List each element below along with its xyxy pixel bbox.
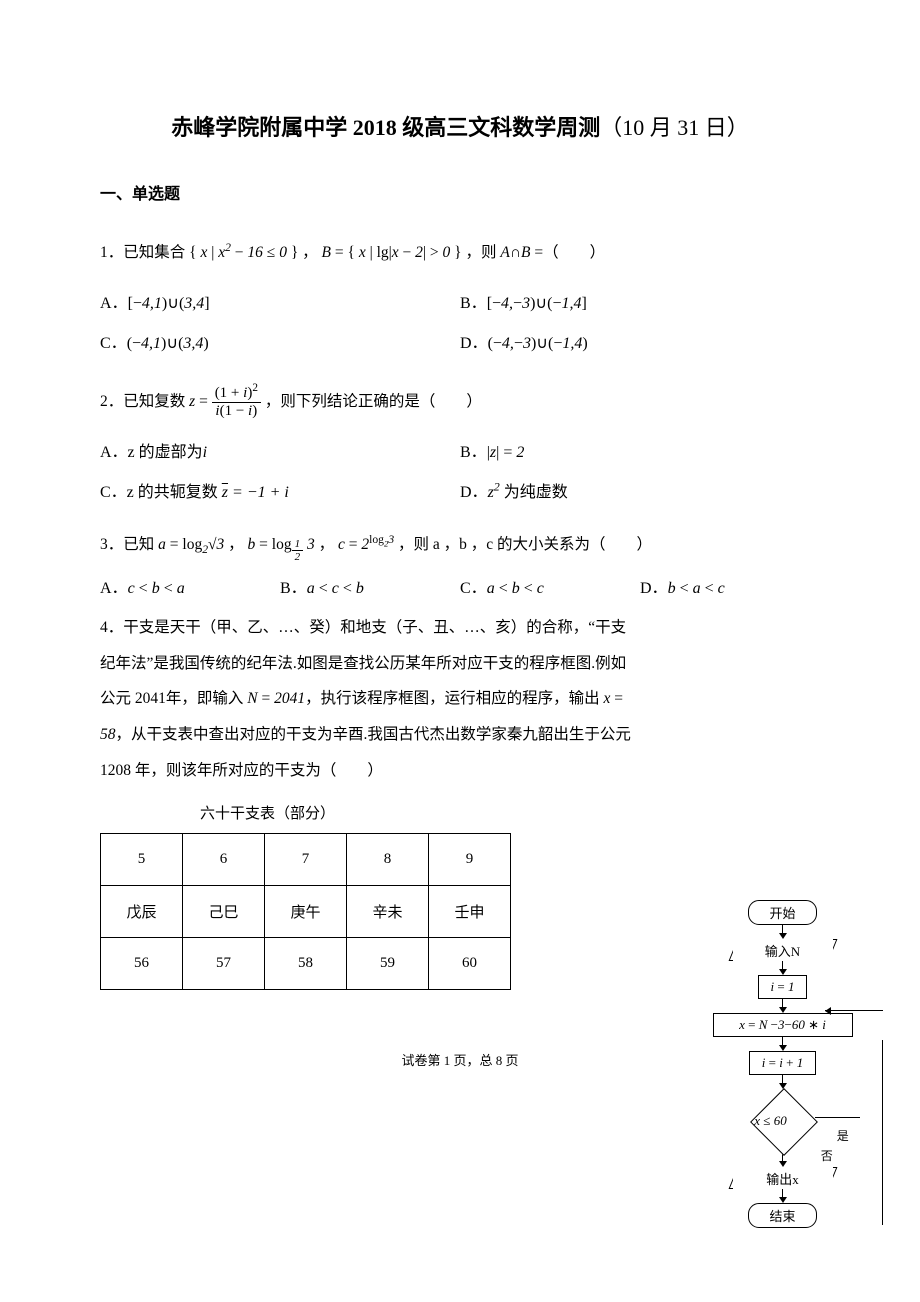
section-heading: 一、单选题 — [100, 180, 820, 204]
q3b-den: 2 — [292, 551, 304, 564]
q1-options: A．[−4,1)∪(3,4] B．[−4,−3)∪(−1,4] C．(−4,1)… — [100, 281, 820, 361]
cell: 59 — [347, 938, 429, 990]
fc-start: 开始 — [748, 900, 816, 925]
fc-edge — [782, 1189, 783, 1197]
q1-setB: B = { x | lg|x − 2| > 0 } — [322, 244, 462, 261]
fc-edge — [782, 1075, 783, 1083]
q2-optD: D．z2 为纯虚数 — [460, 470, 820, 510]
q2-frac-num: (1 + i)2 — [212, 385, 261, 403]
fc-cond: x ≤ 60 否 是 — [751, 1089, 815, 1153]
q2-optB: B．|z| = 2 — [460, 430, 820, 470]
table-caption: 六十干支表（部分） — [200, 802, 820, 823]
cell: 己巳 — [183, 886, 265, 938]
q2-frac-den: i(1 − i) — [212, 403, 261, 420]
q3-pre: 3．已知 — [100, 536, 158, 553]
fc-edge — [782, 925, 783, 933]
fc-calc-text: x = N −3−60 ∗ i — [739, 1017, 826, 1032]
q1-optD: D．(−4,−3)∪(−1,4) — [460, 321, 820, 361]
cell: 8 — [347, 834, 429, 886]
cell: 7 — [265, 834, 347, 886]
q1-pre: 1．已知集合 — [100, 244, 189, 261]
fc-cond-text: x ≤ 60 — [754, 1113, 786, 1129]
cell: 60 — [429, 938, 511, 990]
cell: 壬申 — [429, 886, 511, 938]
q2-z: z = — [189, 393, 212, 410]
cell: 58 — [265, 938, 347, 990]
fc-edge — [782, 999, 783, 1007]
cell: 9 — [429, 834, 511, 886]
q3-optB: B．a < c < b — [280, 574, 460, 598]
fc-input: 输入N — [733, 939, 833, 961]
q1-post: ，则 A∩B =（ ） — [465, 244, 605, 261]
cell: 辛未 — [347, 886, 429, 938]
cell: 6 — [183, 834, 265, 886]
title-date: （10 月 31 日） — [600, 115, 749, 140]
q2-optA: A．z 的虚部为i — [100, 430, 460, 470]
q3-options: A．c < b < a B．a < c < b C．a < b < c D．b … — [100, 574, 820, 598]
q2C-pre: C．z 的共轭复数 — [100, 484, 222, 501]
fc-calc: x = N −3−60 ∗ i — [713, 1013, 853, 1037]
fc-inc: i = i + 1 — [749, 1051, 816, 1075]
q3-a: a = log2√3 — [158, 536, 224, 553]
table-row: 戊辰 己巳 庚午 辛未 壬申 — [101, 886, 511, 938]
ganzhi-table: 5 6 7 8 9 戊辰 己巳 庚午 辛未 壬申 56 57 58 59 60 — [100, 833, 511, 990]
question-3: 3．已知 a = log2√3 ， b = log12 3 ， c = 2log… — [100, 526, 820, 564]
q2-frac: (1 + i)2 i(1 − i) — [212, 385, 261, 421]
fc-init-text: i = 1 — [771, 979, 795, 994]
q3-optC: C．a < b < c — [460, 574, 640, 598]
q3-optD: D．b < a < c — [640, 574, 820, 598]
cell: 戊辰 — [101, 886, 183, 938]
q3-post: ，则 a ，b ，c 的大小关系为（ ） — [398, 536, 652, 553]
page-title: 赤峰学院附属中学 2018 级高三文科数学周测（10 月 31 日） — [100, 110, 820, 142]
question-2: 2．已知复数 z = (1 + i)2 i(1 − i) ，则下列结论正确的是（… — [100, 383, 820, 420]
arrow-down-icon — [779, 1007, 787, 1013]
q3b-num: 1 — [292, 538, 304, 552]
q1-setA: { x | x2 − 16 ≤ 0 } — [189, 244, 298, 261]
q3-b: b = log12 3 — [248, 536, 315, 553]
cell: 5 — [101, 834, 183, 886]
cell: 56 — [101, 938, 183, 990]
cell: 庚午 — [265, 886, 347, 938]
q1-optB: B．[−4,−3)∪(−1,4] — [460, 281, 820, 321]
fc-out-text: 输出x — [766, 1169, 799, 1188]
q2-options: A．z 的虚部为i B．|z| = 2 C．z 的共轭复数 z = −1 + i… — [100, 430, 820, 510]
fc-no-branch — [815, 1117, 860, 1118]
q1-optA: A．[−4,1)∪(3,4] — [100, 281, 460, 321]
fc-edge — [782, 961, 783, 969]
title-main: 赤峰学院附属中学 2018 级高三文科数学周测 — [171, 115, 600, 140]
q1-optC: C．(−4,1)∪(3,4) — [100, 321, 460, 361]
question-4: 4．干支是天干（甲、乙、…、癸）和地支（子、丑、…、亥）的合称，“干支纪年法”是… — [100, 610, 820, 788]
q2-optC: C．z 的共轭复数 z = −1 + i — [100, 470, 460, 510]
fc-input-text: 输入N — [765, 941, 800, 960]
table-row: 56 57 58 59 60 — [101, 938, 511, 990]
q1-mid: ， — [302, 244, 318, 261]
fc-no-label: 否 — [821, 1147, 833, 1164]
flowchart: 开始 输入N i = 1 x = N −3−60 ∗ i i = i + 1 x… — [700, 900, 865, 1228]
fc-init: i = 1 — [758, 975, 808, 999]
q2-pre: 2．已知复数 — [100, 393, 189, 410]
q3-c: c = 2log23 — [338, 536, 394, 553]
q2A-i: i — [203, 444, 207, 461]
fc-edge — [782, 1037, 783, 1045]
fc-loop-line — [882, 1040, 883, 1225]
table-row: 5 6 7 8 9 — [101, 834, 511, 886]
fc-inc-text: i = i + 1 — [762, 1055, 803, 1070]
q2A-pre: A．z 的虚部为 — [100, 444, 203, 461]
fc-output: 输出x — [733, 1167, 833, 1189]
q3-optA: A．c < b < a — [100, 574, 280, 598]
cell: 57 — [183, 938, 265, 990]
fc-yes-label: 是 — [837, 1127, 849, 1144]
q2-post: ，则下列结论正确的是（ ） — [265, 393, 482, 410]
question-1: 1．已知集合 { x | x2 − 16 ≤ 0 } ， B = { x | l… — [100, 234, 820, 271]
fc-end: 结束 — [748, 1203, 816, 1228]
q2C-eq: = −1 + i — [228, 484, 289, 501]
